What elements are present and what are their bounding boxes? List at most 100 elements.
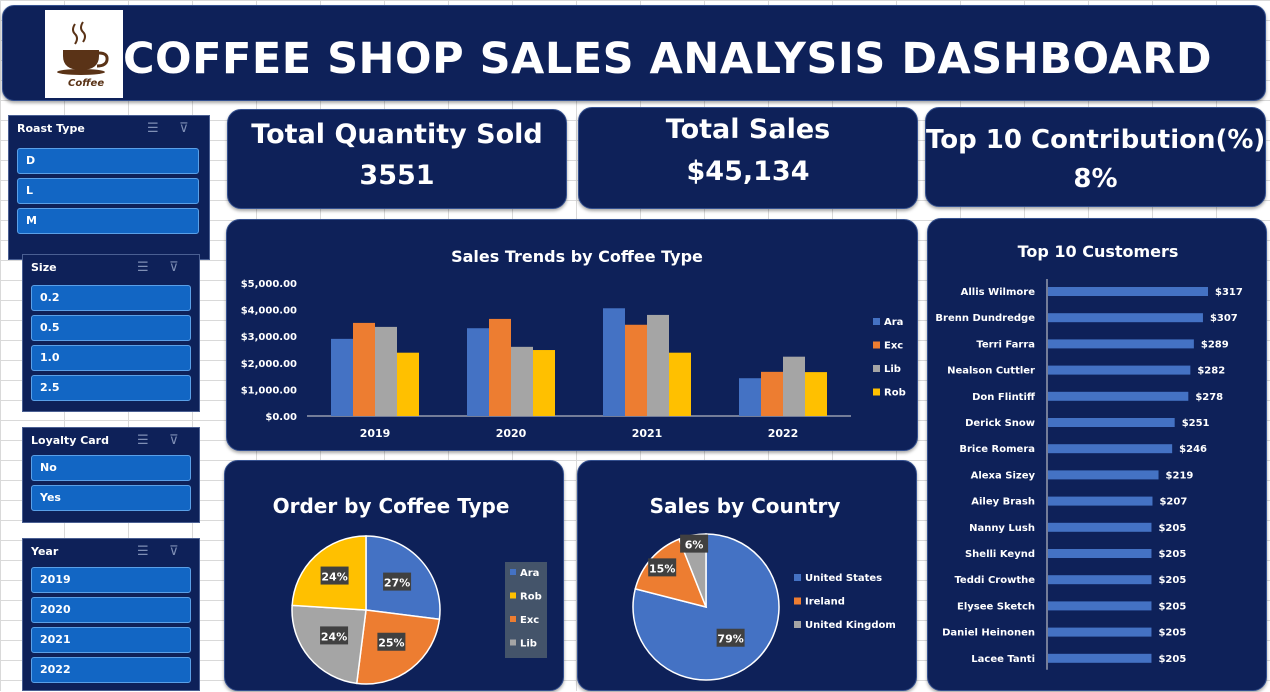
multi-select-icon[interactable]: ☰ <box>147 120 159 135</box>
legend-swatch <box>873 318 880 325</box>
slicer-item[interactable]: 0.2 <box>31 285 191 311</box>
bar-rob <box>533 350 555 416</box>
header-banner: Coffee COFFEE SHOP SALES ANALYSIS DASHBO… <box>2 5 1266 101</box>
customer-name: Alexa Sizey <box>971 470 1036 481</box>
slicer-item[interactable]: M <box>17 208 199 234</box>
customer-value: $282 <box>1197 366 1225 377</box>
chart-title: Sales Trends by Coffee Type <box>451 247 703 266</box>
customer-bar <box>1048 627 1152 637</box>
data-label: 25% <box>378 637 404 650</box>
legend-label: Ara <box>884 317 903 328</box>
data-label-box <box>716 628 745 647</box>
data-label-box <box>648 558 677 577</box>
customer-name: Nealson Cuttler <box>947 366 1035 377</box>
clear-filter-icon[interactable]: ⊽ <box>169 259 179 274</box>
customer-bar <box>1048 339 1194 349</box>
customer-bar <box>1048 391 1189 401</box>
multi-select-icon[interactable]: ☰ <box>137 259 149 274</box>
customer-value: $205 <box>1158 523 1186 534</box>
order-by-coffee-panel: Order by Coffee Type 27% 25% 24% 24% Ara Rob E… <box>224 460 564 691</box>
sales-by-country-panel: Sales by Country 79% 15% 6% United States Ir… <box>577 460 917 691</box>
legend-label: Ireland <box>805 597 845 608</box>
slicer-title: Size <box>31 261 57 274</box>
bar-exc <box>625 324 647 416</box>
slicer-title: Loyalty Card <box>31 434 109 447</box>
customer-name: Derick Snow <box>965 418 1035 429</box>
top-customers-panel: Top 10 Customers Allis Wilmore $317 Brenn … <box>927 218 1267 691</box>
legend-label: Rob <box>884 388 906 399</box>
clear-filter-icon[interactable]: ⊽ <box>169 543 179 558</box>
y-tick-label: $2,000.00 <box>241 359 297 370</box>
legend-swatch <box>794 574 801 581</box>
customer-value: $251 <box>1182 418 1210 429</box>
slicer-size: Size ☰ ⊽ 0.2 0.5 1.0 2.5 <box>22 254 200 412</box>
slicer-item[interactable]: 0.5 <box>31 315 191 341</box>
customer-name: Shelli Keynd <box>965 549 1035 560</box>
customer-name: Brice Romera <box>959 444 1035 455</box>
slicer-loyalty-card: Loyalty Card ☰ ⊽ No Yes <box>22 427 200 523</box>
multi-select-icon[interactable]: ☰ <box>137 543 149 558</box>
customer-name: Don Flintiff <box>972 392 1036 403</box>
data-label-box <box>383 572 412 591</box>
customer-name: Ailey Brash <box>971 497 1035 508</box>
slicer-title: Roast Type <box>17 122 85 135</box>
legend-swatch <box>510 592 516 599</box>
customer-bar <box>1048 470 1159 480</box>
slicer-year: Year ☰ ⊽ 2019 2020 2021 2022 <box>22 538 200 691</box>
customer-value: $317 <box>1215 287 1243 298</box>
customer-name: Teddi Crowthe <box>954 575 1035 586</box>
multi-select-icon[interactable]: ☰ <box>137 432 149 447</box>
legend-label: Lib <box>884 364 901 375</box>
slicer-item[interactable]: Yes <box>31 485 191 511</box>
bar-lib <box>511 346 533 416</box>
y-tick-label: $5,000.00 <box>241 279 297 290</box>
data-label: 6% <box>685 539 704 552</box>
slicer-item[interactable]: 2020 <box>31 597 191 623</box>
slicer-item[interactable]: 2021 <box>31 627 191 653</box>
slicer-item[interactable]: D <box>17 148 199 174</box>
slicer-item[interactable]: 1.0 <box>31 345 191 371</box>
data-label: 24% <box>321 571 347 584</box>
customer-value: $205 <box>1158 628 1186 639</box>
customer-name: Daniel Heinonen <box>942 628 1035 639</box>
slicer-item[interactable]: L <box>17 178 199 204</box>
kpi-label: Top 10 Contribution(%) <box>926 125 1266 155</box>
slicer-item[interactable]: 2.5 <box>31 375 191 401</box>
data-label: 79% <box>717 633 743 646</box>
legend-swatch <box>873 388 880 396</box>
customer-bar <box>1048 444 1173 454</box>
y-tick-label: $3,000.00 <box>241 332 297 343</box>
clear-filter-icon[interactable]: ⊽ <box>179 120 189 135</box>
x-tick-label: 2022 <box>768 427 799 440</box>
order-by-coffee-pie: 27% 25% 24% 24% Ara Rob Exc Lib <box>291 535 547 685</box>
customer-name: Terri Farra <box>976 339 1035 350</box>
customer-value: $219 <box>1166 470 1194 481</box>
customer-bar <box>1048 287 1208 296</box>
chart-title: Top 10 Customers <box>1017 242 1179 261</box>
slicer-item[interactable]: 2022 <box>31 657 191 683</box>
bar-ara <box>331 338 353 416</box>
kpi-value: $45,134 <box>686 156 810 187</box>
bar-exc <box>489 318 511 416</box>
legend-label: United Kingdom <box>805 620 896 631</box>
customer-value: $205 <box>1158 575 1186 586</box>
clear-filter-icon[interactable]: ⊽ <box>169 432 179 447</box>
customer-bar <box>1048 496 1153 506</box>
slicer-item[interactable]: 2019 <box>31 567 191 593</box>
bar-ara <box>739 378 761 416</box>
coffee-cup-icon: Coffee <box>57 21 109 89</box>
bar-exc <box>353 322 375 416</box>
slicer-item[interactable]: No <box>31 455 191 481</box>
kpi-total-sales: Total Sales $45,134 <box>578 107 918 209</box>
customer-name: Lacee Tanti <box>971 654 1035 665</box>
legend-swatch <box>794 621 801 628</box>
coffee-logo: Coffee <box>45 10 123 98</box>
slicer-roast-type: Roast Type ☰ ⊽ D L M <box>8 115 210 260</box>
legend-swatch <box>873 341 880 349</box>
customer-value: $205 <box>1158 601 1186 612</box>
customer-value: $289 <box>1201 339 1229 350</box>
sales-trends-chart: $0.00 $1,000.00 $2,000.00 $3,000.00 $4,000.0… <box>241 279 906 440</box>
x-tick-label: 2021 <box>632 427 663 440</box>
bar-rob <box>669 352 691 416</box>
legend-label: Lib <box>520 639 537 650</box>
